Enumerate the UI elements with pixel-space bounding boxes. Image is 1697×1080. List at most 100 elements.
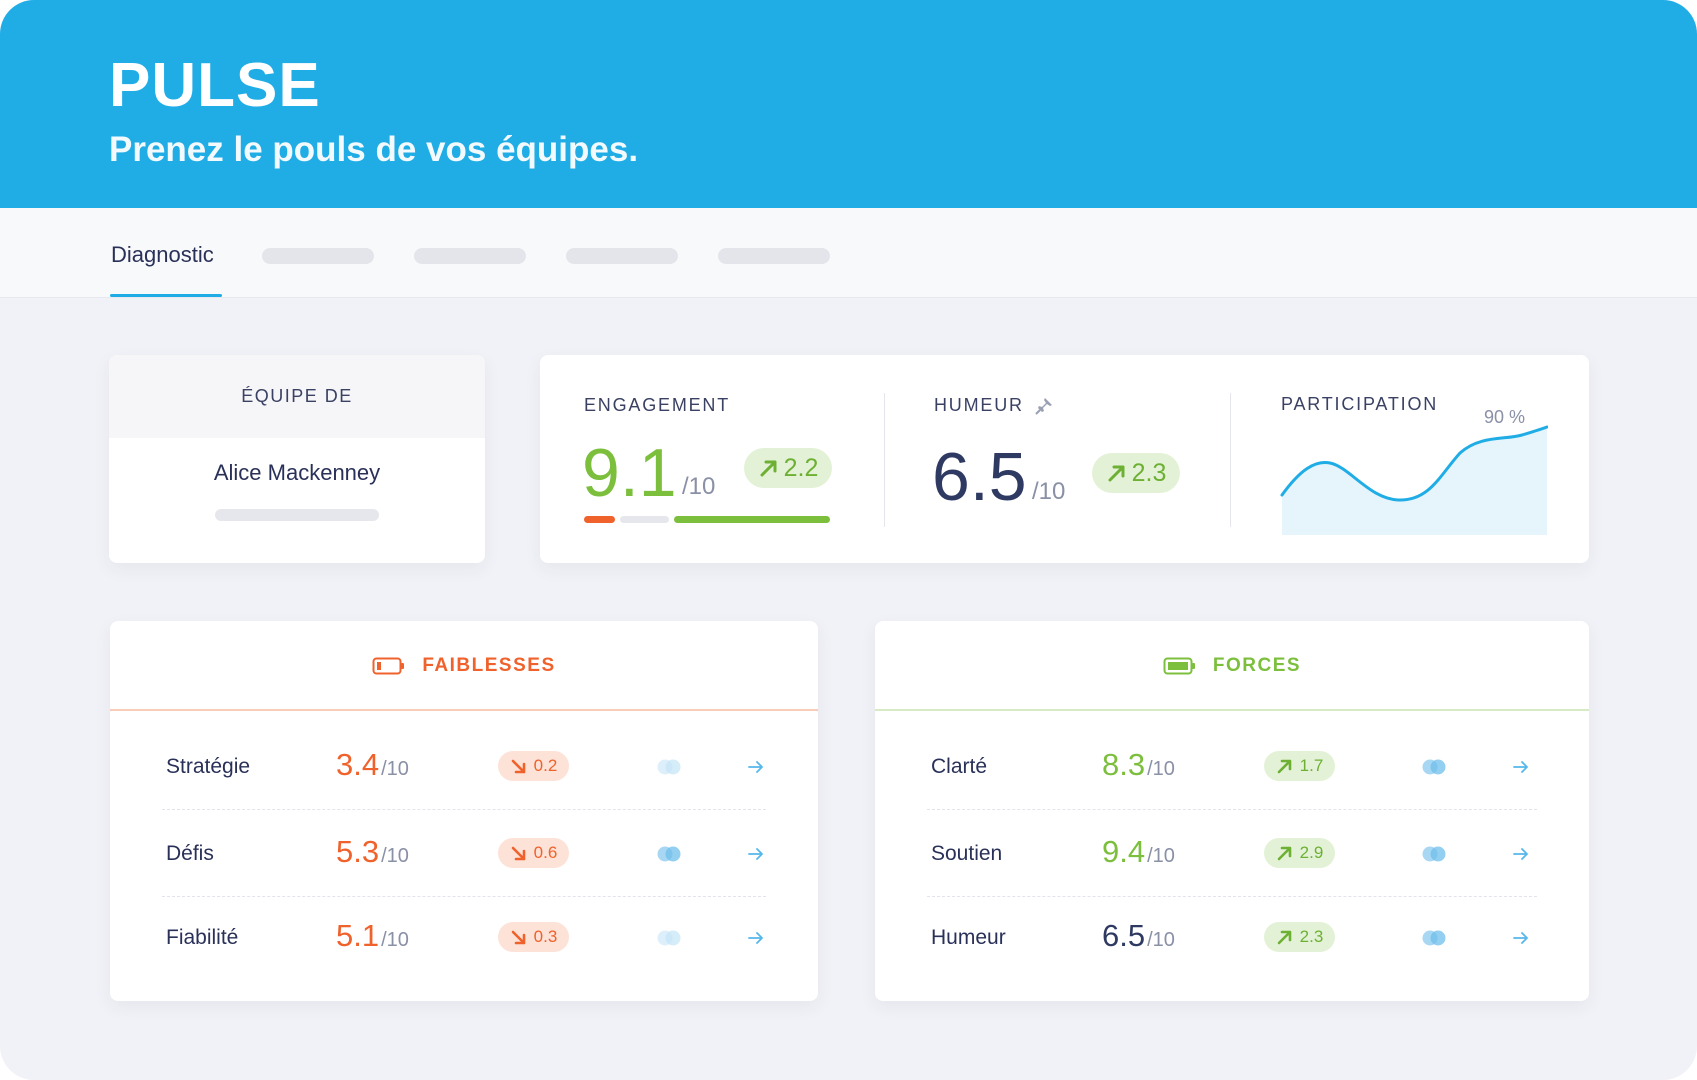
overlap-circles-icon[interactable]: [657, 929, 681, 947]
weaknesses-title: FAIBLESSES: [422, 655, 556, 676]
item-label: Stratégie: [166, 755, 251, 778]
trend-up-icon: [1277, 930, 1291, 945]
strengths-title: FORCES: [1212, 655, 1302, 676]
item-score-denominator: /10: [381, 929, 409, 951]
item-label: Humeur: [931, 926, 1006, 949]
overlap-circles-icon[interactable]: [1422, 845, 1446, 863]
trend-up-icon: [1277, 846, 1291, 861]
item-delta-value: 2.3: [1299, 927, 1324, 946]
item-delta-badge: 1.7: [1264, 751, 1335, 781]
overlap-circles-icon[interactable]: [657, 758, 681, 776]
arrow-right-icon[interactable]: [1511, 844, 1531, 864]
team-card: ÉQUIPE DE Alice Mackenney: [109, 355, 485, 563]
item-score-denominator: /10: [381, 845, 409, 867]
engagement-bar-high: [674, 516, 830, 523]
weaknesses-header-line: [110, 709, 818, 711]
list-item[interactable]: Défis 5.3/10 0.6: [110, 816, 818, 896]
arrow-right-icon[interactable]: [1511, 928, 1531, 948]
row-divider: [162, 809, 766, 810]
list-item[interactable]: Soutien 9.4/10 2.9: [875, 816, 1589, 896]
weaknesses-header: FAIBLESSES: [110, 621, 818, 711]
row-divider: [162, 896, 766, 897]
mood-denominator: /10: [1032, 478, 1066, 505]
trend-up-icon: [760, 460, 777, 477]
item-delta-value: 0.3: [533, 927, 558, 946]
arrow-right-icon[interactable]: [746, 757, 766, 777]
list-item[interactable]: Clarté 8.3/10 1.7: [875, 729, 1589, 809]
tab-diagnostic[interactable]: Diagnostic: [111, 242, 214, 267]
mood-header: HUMEUR: [934, 395, 1054, 416]
item-delta-badge: 2.3: [1264, 922, 1335, 952]
app-title: PULSE: [109, 51, 321, 120]
item-score-value: 3.4: [336, 747, 380, 782]
list-item[interactable]: Stratégie 3.4/10 0.2: [110, 729, 818, 809]
overlap-circles-icon[interactable]: [1422, 758, 1446, 776]
item-score-denominator: /10: [1147, 758, 1175, 780]
arrow-right-icon[interactable]: [746, 844, 766, 864]
sparkline-line: [1280, 425, 1548, 502]
engagement-delta-badge: 2.2: [744, 448, 832, 488]
engagement-label: ENGAGEMENT: [584, 395, 731, 415]
item-score: 9.4/10: [1102, 834, 1175, 870]
strengths-header: FORCES: [875, 621, 1589, 711]
item-delta-value: 0.2: [533, 756, 558, 775]
item-score: 8.3/10: [1102, 747, 1175, 783]
trend-down-icon: [511, 759, 525, 774]
strengths-card: FORCES Clarté 8.3/10 1.7 Soutien 9.4/10: [875, 621, 1589, 1001]
trend-up-icon: [1108, 465, 1125, 482]
battery-low-icon: [372, 657, 405, 675]
item-score: 5.1/10: [336, 918, 409, 954]
participation-value: 90 %: [1484, 407, 1526, 427]
item-label: Défis: [166, 842, 214, 865]
mood-delta-value: 2.3: [1131, 458, 1167, 487]
item-delta-value: 0.6: [533, 843, 558, 862]
mood-score: 6.5: [932, 439, 1027, 515]
team-label: ÉQUIPE DE: [109, 355, 485, 438]
item-delta-value: 1.7: [1299, 756, 1324, 775]
row-divider: [927, 896, 1537, 897]
item-score-value: 5.3: [336, 834, 380, 869]
list-item[interactable]: Fiabilité 5.1/10 0.3: [110, 900, 818, 980]
participation-sparkline: [1280, 425, 1548, 535]
list-item[interactable]: Humeur 6.5/10 2.3: [875, 900, 1589, 980]
tab-placeholder[interactable]: [262, 248, 374, 264]
overlap-circles-icon[interactable]: [1422, 929, 1446, 947]
pin-icon[interactable]: [1034, 396, 1054, 416]
tab-placeholder[interactable]: [414, 248, 526, 264]
metric-divider: [884, 393, 885, 527]
tab-bar: Diagnostic: [0, 208, 1697, 298]
battery-full-icon: [1163, 657, 1195, 675]
item-label: Clarté: [931, 755, 988, 778]
item-delta-badge: 0.2: [498, 751, 569, 781]
engagement-denominator: /10: [682, 473, 716, 500]
arrow-right-icon[interactable]: [746, 928, 766, 948]
item-score: 5.3/10: [336, 834, 409, 870]
metric-divider: [1230, 393, 1231, 527]
weaknesses-card: FAIBLESSES Stratégie 3.4/10 0.2 Défis 5.…: [110, 621, 818, 1001]
trend-up-icon: [1277, 759, 1291, 774]
item-delta-badge: 0.6: [498, 838, 569, 868]
item-score: 6.5/10: [1102, 918, 1175, 954]
app-subtitle: Prenez le pouls de vos équipes.: [109, 130, 639, 169]
item-score-denominator: /10: [1147, 845, 1175, 867]
row-divider: [927, 809, 1537, 810]
item-score-value: 8.3: [1102, 747, 1146, 782]
trend-down-icon: [511, 846, 525, 861]
team-manager-name: Alice Mackenney: [213, 460, 381, 485]
arrow-right-icon[interactable]: [1511, 757, 1531, 777]
sparkline-area: [1282, 427, 1547, 535]
metrics-card: ENGAGEMENT 9.1 /10 2.2 HUMEUR 6.5 /10 2.…: [540, 355, 1589, 563]
engagement-delta-value: 2.2: [783, 453, 819, 482]
item-delta-badge: 2.9: [1264, 838, 1335, 868]
item-delta-value: 2.9: [1299, 843, 1324, 862]
item-label: Soutien: [931, 842, 1003, 865]
item-score-value: 9.4: [1102, 834, 1146, 869]
item-score: 3.4/10: [336, 747, 409, 783]
overlap-circles-icon[interactable]: [657, 845, 681, 863]
strengths-header-line: [875, 709, 1589, 711]
tab-placeholder[interactable]: [566, 248, 678, 264]
tab-placeholder[interactable]: [718, 248, 830, 264]
trend-down-icon: [511, 930, 525, 945]
item-score-denominator: /10: [381, 758, 409, 780]
